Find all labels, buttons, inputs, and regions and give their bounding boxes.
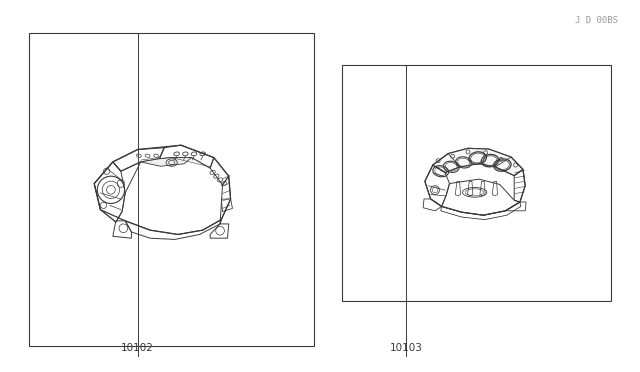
Text: J D 00BS: J D 00BS [575,16,618,25]
Text: 10103: 10103 [390,343,423,353]
Text: 10102: 10102 [121,343,154,353]
Bar [342,65,611,301]
Polygon shape [141,158,191,166]
Polygon shape [433,148,523,176]
Bar [29,33,314,346]
